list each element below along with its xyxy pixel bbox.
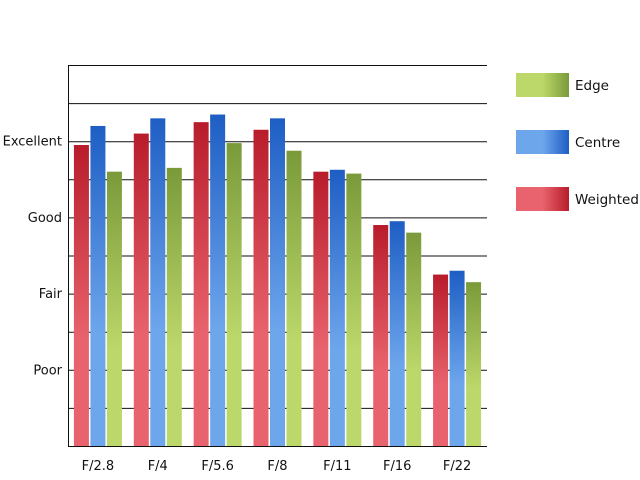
y-tick-label-poor: Poor [33,363,62,378]
bar-edge-f-4 [166,167,182,446]
bar-centre-f-22 [449,270,465,446]
legend-swatch-weighted [516,187,569,211]
bar-weighted-f-2-8 [73,145,89,446]
legend-swatch-edge [516,73,569,97]
bar-weighted-f-4 [133,133,149,446]
bar-edge-f-11 [346,173,362,446]
bar-centre-f-5-6 [210,114,226,446]
bar-weighted-f-22 [433,274,449,446]
x-tick-label-f-4: F/4 [148,459,168,474]
bar-weighted-f-8 [253,129,269,446]
x-axis-labels: F/2.8 F/4 F/5.6 F/8 F/11 F/16 F/22 [82,459,472,474]
legend: Edge Centre Weighted [516,73,639,211]
bar-edge-f-16 [406,232,422,446]
bar-series [73,114,482,447]
bar-centre-f-8 [270,118,285,446]
bar-edge-f-22 [466,282,482,446]
bar-weighted-f-5-6 [193,122,209,447]
bar-edge-f-2-8 [106,171,122,446]
x-tick-label-f-22: F/22 [443,459,471,474]
x-tick-label-f-8: F/8 [267,459,287,474]
axes [68,65,487,447]
x-tick-label-f-11: F/11 [323,459,351,474]
x-tick-label-f-16: F/16 [383,459,411,474]
y-axis-labels: Poor Fair Good Excellent [3,135,63,379]
legend-swatch-centre [516,130,569,154]
bar-edge-f-8 [286,150,302,446]
bar-weighted-f-16 [373,225,389,446]
bar-weighted-f-11 [313,171,329,446]
bar-centre-f-16 [389,221,405,446]
legend-label-weighted: Weighted [575,192,639,208]
x-tick-label-f-2-8: F/2.8 [82,459,115,474]
bar-centre-f-4 [150,118,166,446]
y-tick-label-excellent: Excellent [3,135,62,150]
legend-label-centre: Centre [575,135,620,151]
y-tick-label-good: Good [28,211,62,226]
bar-centre-f-11 [329,169,345,446]
x-tick-label-f-5-6: F/5.6 [201,459,234,474]
bar-centre-f-2-8 [90,125,106,447]
legend-label-edge: Edge [575,78,609,94]
bar-edge-f-5-6 [226,143,242,447]
y-tick-label-fair: Fair [39,287,63,302]
